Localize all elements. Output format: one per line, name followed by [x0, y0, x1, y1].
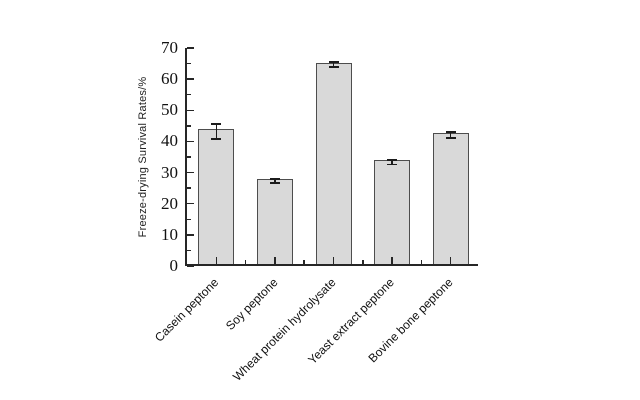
error-bar-cap: [445, 137, 456, 139]
y-axis-minor-tick: [187, 187, 191, 189]
bar-wheat-protein-hydrolysate: [315, 62, 352, 264]
error-bar-cap: [387, 159, 398, 161]
y-axis-minor-tick: [187, 249, 191, 252]
y-axis-major-tick: [187, 234, 194, 236]
bar-soy-peptone: [256, 178, 293, 264]
y-axis-major-tick: [187, 202, 194, 205]
error-bar-cap: [211, 123, 222, 125]
y-axis-tick-label: 30: [161, 162, 178, 182]
y-axis-tick-label: 10: [161, 225, 178, 245]
y-axis-major-tick: [187, 109, 194, 112]
y-axis-major-tick: [187, 47, 194, 49]
x-axis-minor-tick: [420, 260, 423, 264]
error-bar-cap: [269, 182, 280, 184]
x-axis-major-tick: [215, 257, 218, 264]
error-bar-cap: [328, 61, 339, 63]
y-axis-minor-tick: [187, 93, 191, 96]
error-bar-line: [332, 61, 335, 68]
bar-yeast-extract-peptone: [374, 160, 411, 264]
bar-casein-peptone: [198, 129, 235, 264]
x-axis-major-tick: [449, 257, 452, 264]
error-bar-cap: [328, 66, 339, 68]
y-axis-label: Freeze-drying Survival Rates/%: [137, 76, 149, 238]
x-axis-major-tick: [274, 257, 276, 264]
y-axis-major-tick: [187, 140, 194, 143]
y-axis-major-tick: [187, 265, 194, 267]
plot-area: 0 10 20 30 40 50 60 70 Casein peptone Soy peptone…: [152, 39, 478, 384]
y-axis-tick-label: 50: [161, 100, 178, 120]
y-axis-major-tick: [187, 78, 194, 80]
x-axis-major-tick: [332, 257, 335, 264]
error-bar-cap: [211, 138, 222, 140]
y-axis-minor-tick: [187, 62, 191, 65]
x-axis-minor-tick: [303, 260, 305, 264]
y-axis-tick-label: 70: [161, 38, 178, 58]
x-axis-category-label: Soy peptone: [222, 275, 281, 333]
y-axis-tick-label: 0: [169, 256, 179, 276]
y-axis-minor-tick: [187, 218, 191, 221]
x-axis-minor-tick: [244, 260, 247, 264]
x-axis-major-tick: [391, 257, 393, 264]
y-axis-major-tick: [187, 171, 194, 174]
y-axis-tick-label: 40: [161, 131, 178, 151]
error-bar-line: [215, 123, 218, 140]
error-bar-cap: [269, 178, 280, 180]
y-axis-tick-label: 60: [161, 69, 178, 89]
y-axis-minor-tick: [187, 125, 191, 127]
x-axis-minor-tick: [362, 260, 364, 264]
error-bar-line: [391, 159, 393, 166]
x-axis-category-label: Casein peptone: [152, 275, 222, 345]
error-bar-line: [449, 131, 452, 139]
error-bar-cap: [387, 163, 398, 166]
x-axis-category-label: Wheat protein hydrolysate: [230, 275, 339, 384]
y-axis-minor-tick: [187, 156, 191, 158]
bar-bovine-bone-peptone: [432, 133, 469, 264]
error-bar-cap: [445, 131, 456, 133]
y-axis-tick-label: 20: [161, 193, 178, 213]
error-bar-line: [274, 178, 276, 184]
